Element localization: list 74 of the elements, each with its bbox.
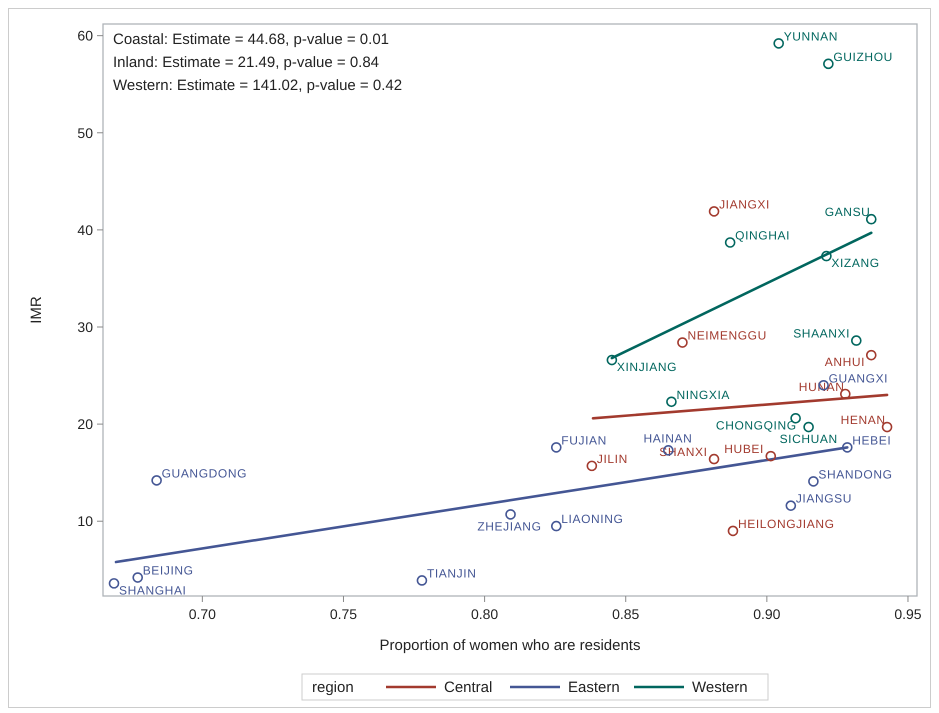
x-tick-label: 0.90 <box>753 606 781 622</box>
point <box>773 38 784 49</box>
point <box>786 500 796 511</box>
y-tick-label: 30 <box>77 318 94 335</box>
data-label: HENAN <box>840 413 886 428</box>
point <box>765 450 776 462</box>
data-label: GUANGDONG <box>162 466 248 480</box>
y-tick-label: 50 <box>77 124 94 141</box>
data-label: HEBEI <box>852 433 892 448</box>
data-label: JILIN <box>596 452 628 466</box>
annotation: Inland: Estimate = 21.49, p-value = 0.84 <box>113 54 380 71</box>
legend-label: Eastern <box>568 679 620 696</box>
data-label: YUNNAN <box>784 29 838 44</box>
point <box>866 350 877 360</box>
data-label: FUJIAN <box>561 433 607 448</box>
data-label: CHONGQING <box>716 418 797 432</box>
data-label: JIANGXI <box>719 197 770 212</box>
point <box>550 442 562 453</box>
data-label: SICHUAN <box>780 432 838 446</box>
x-tick-label: 0.70 <box>188 606 216 622</box>
x-tick-label: 0.75 <box>330 606 358 622</box>
data-label: JIANGSU <box>796 492 852 506</box>
data-label: XIZANG <box>831 256 880 270</box>
y-tick-label: 10 <box>77 513 94 530</box>
point <box>808 476 819 487</box>
annotation: Western: Estimate = 141.02, p-value = 0.42 <box>113 77 402 94</box>
point <box>132 572 144 583</box>
point <box>606 354 618 366</box>
point <box>708 454 720 464</box>
legend-title: region <box>312 679 354 696</box>
data-label: QINGHAI <box>735 228 790 243</box>
point <box>416 575 428 586</box>
point <box>728 526 738 536</box>
point <box>821 250 832 262</box>
data-label: TIANJIN <box>426 566 476 580</box>
point <box>108 578 120 589</box>
data-label: ANHUI <box>824 355 866 370</box>
data-label: GANSU <box>824 205 870 220</box>
point <box>666 396 677 408</box>
point <box>550 520 562 532</box>
data-label: SHANDONG <box>818 467 893 482</box>
data-label: ZHEJIANG <box>477 519 542 534</box>
point <box>842 442 853 453</box>
y-axis-title: IMR <box>28 296 45 324</box>
point <box>803 422 814 432</box>
data-label: NEIMENGGU <box>687 328 767 343</box>
y-tick-label: 20 <box>77 416 94 432</box>
data-label: SHANGHAI <box>119 583 186 598</box>
data-label: HUBEI <box>724 442 764 456</box>
x-tick-label: 0.95 <box>894 606 922 622</box>
data-label: GUIZHOU <box>833 50 893 64</box>
data-label: BEIJING <box>142 564 194 578</box>
legend-label: Western <box>692 679 748 696</box>
data-label: LIAONING <box>561 512 624 526</box>
point <box>724 237 736 248</box>
x-axis-title: Proportion of women who are residents <box>380 637 640 654</box>
annotation: Coastal: Estimate = 44.68, p-value = 0.01 <box>113 31 389 48</box>
point <box>823 58 834 70</box>
data-label: NINGXIA <box>676 388 730 402</box>
point <box>677 337 688 348</box>
x-tick-label: 0.80 <box>470 606 498 622</box>
point <box>505 509 516 520</box>
legend-label: Central <box>444 679 492 696</box>
data-label: XINJIANG <box>616 360 678 374</box>
y-tick-label: 60 <box>77 28 94 44</box>
point <box>851 335 862 346</box>
x-tick-label: 0.85 <box>612 606 640 622</box>
data-label: SHAANXI <box>793 326 850 341</box>
point <box>708 206 720 217</box>
y-tick-label: 40 <box>77 222 94 238</box>
point <box>586 460 598 472</box>
data-label: HEILONGJIANG <box>738 516 835 531</box>
data-label: HAINAN <box>643 431 692 446</box>
point <box>151 475 162 486</box>
